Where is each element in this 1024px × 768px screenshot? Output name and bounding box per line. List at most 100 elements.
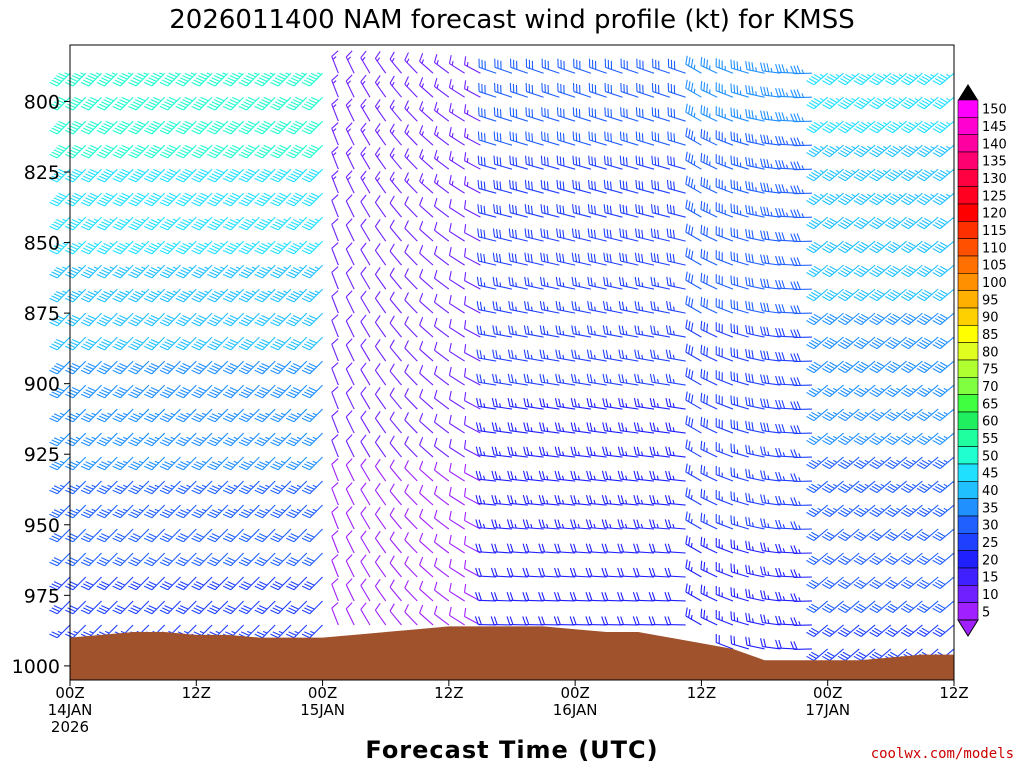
wind-barb (207, 384, 229, 399)
wind-barb (419, 293, 434, 314)
wind-barb (159, 168, 181, 183)
wind-barb (491, 446, 513, 458)
wind-barb (301, 408, 323, 423)
wind-barb (96, 600, 118, 615)
wind-barb (175, 504, 197, 519)
credit-text: coolwx.com/models (871, 746, 1014, 762)
wind-barb (286, 552, 308, 567)
wind-barb (493, 204, 513, 218)
wind-barb (143, 576, 166, 591)
wind-barb (476, 398, 497, 410)
x-tick-label: 00Z (308, 684, 337, 702)
wind-barb (175, 144, 197, 159)
wind-barb (112, 408, 134, 423)
wind-barb (541, 82, 560, 98)
wind-barb (475, 422, 497, 434)
wind-barb (270, 144, 292, 159)
wind-barb (463, 344, 481, 362)
wind-barb (476, 252, 497, 266)
wind-barb (65, 312, 87, 327)
wind-barb (556, 107, 576, 122)
colorbar-label: 130 (982, 172, 1007, 187)
x-tick-label: 16JAN (553, 701, 598, 719)
wind-barb (80, 576, 102, 591)
wind-barb (143, 264, 166, 279)
wind-barb (360, 482, 371, 506)
wind-barb (491, 422, 513, 434)
wind-barb (389, 411, 402, 434)
wind-barb (128, 96, 150, 111)
wind-barb (554, 398, 576, 410)
wind-barb (65, 408, 87, 423)
wind-barb (374, 458, 387, 482)
wind-barb (112, 504, 134, 519)
wind-barb (404, 580, 418, 602)
wind-barb (80, 288, 102, 303)
wind-barb (525, 131, 544, 146)
wind-barb (222, 552, 245, 567)
wind-barb (270, 216, 292, 231)
wind-barb (191, 96, 213, 111)
wind-barb (65, 168, 87, 183)
wind-barb (345, 482, 355, 506)
wind-barb (159, 600, 181, 615)
wind-barb (159, 192, 181, 207)
wind-barb (159, 552, 181, 567)
wind-barb (478, 107, 497, 122)
wind-barb (331, 170, 339, 194)
wind-barb (65, 72, 87, 87)
wind-barb (128, 600, 150, 615)
wind-barb (191, 432, 213, 447)
wind-barb (143, 312, 166, 327)
wind-barb (254, 72, 276, 87)
wind-barb (433, 245, 450, 266)
wind-barb (49, 624, 71, 639)
wind-barb (191, 264, 213, 279)
wind-barb (556, 131, 576, 146)
wind-barb (286, 384, 308, 399)
wind-barb (238, 456, 260, 471)
wind-barb (523, 422, 544, 434)
wind-barb (523, 349, 544, 362)
wind-barb (448, 55, 465, 74)
wind-barb (463, 248, 481, 266)
wind-barb (207, 264, 229, 279)
colorbar-segment (957, 515, 979, 534)
wind-barb (222, 576, 245, 591)
wind-barb (286, 264, 308, 279)
colorbar-segment (957, 342, 979, 361)
wind-barb (65, 96, 87, 111)
wind-barb (448, 534, 465, 554)
wind-barb (524, 301, 544, 314)
wind-barb (128, 336, 150, 351)
wind-barb (389, 51, 402, 74)
wind-barb (191, 72, 213, 87)
wind-barb (222, 144, 245, 159)
wind-barb (360, 74, 371, 98)
wind-barb (80, 552, 102, 567)
colorbar-label: 110 (982, 241, 1007, 256)
wind-barb (360, 122, 371, 146)
wind-barb (331, 386, 339, 410)
wind-barb (374, 602, 387, 626)
wind-barb (506, 519, 528, 530)
wind-barb (128, 528, 150, 543)
wind-barb (143, 168, 166, 183)
wind-barb (507, 422, 528, 434)
wind-barb (238, 192, 260, 207)
wind-barb (389, 195, 402, 218)
wind-barb (128, 408, 150, 423)
wind-barb (525, 82, 544, 98)
wind-barb (128, 72, 150, 87)
wind-barb (65, 336, 87, 351)
wind-barb (506, 616, 528, 626)
wind-barbs (49, 50, 955, 662)
wind-barb (463, 80, 481, 98)
wind-barb (554, 422, 576, 434)
wind-barb (96, 504, 118, 519)
wind-barb (374, 338, 387, 362)
wind-barb (175, 480, 197, 495)
wind-barb (506, 543, 528, 554)
wind-barb (112, 384, 134, 399)
wind-barb (143, 408, 166, 423)
